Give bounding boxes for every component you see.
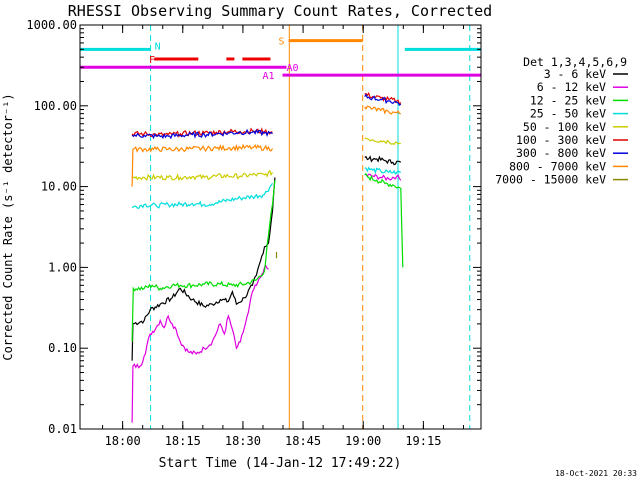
series-line <box>364 166 401 176</box>
x-tick-label: 18:30 <box>225 434 261 448</box>
legend-label: 6 - 12 keV <box>537 80 606 94</box>
legend-label: 12 - 25 keV <box>530 93 606 107</box>
y-axis-ticks: 0.01 0.10 1.00 10.00 100.00 1000.00 <box>26 18 481 436</box>
y-axis-label: Corrected Count Rate (s⁻¹ detector⁻¹) <box>1 93 15 360</box>
series-line <box>364 173 404 268</box>
series-line <box>364 173 402 182</box>
series-line <box>131 143 274 187</box>
x-tick-label: 18:15 <box>165 434 201 448</box>
series-lines <box>131 91 404 423</box>
y-tick-label: 0.10 <box>48 341 77 355</box>
legend-label: 7000 - 15000 keV <box>495 173 606 187</box>
attenuator-label: A0 <box>287 63 299 74</box>
y-tick-label: 10.00 <box>41 180 77 194</box>
legend-label: 3 - 6 keV <box>544 67 606 81</box>
y-tick-label: 0.01 <box>48 422 77 436</box>
legend-label: 800 - 7000 keV <box>509 159 606 173</box>
x-tick-label: 19:15 <box>405 434 441 448</box>
legend-label: 100 - 300 keV <box>516 133 606 147</box>
y-tick-label: 1.00 <box>48 260 77 274</box>
series-line <box>131 182 273 209</box>
footer-timestamp: 18-Oct-2021 20:33 <box>555 469 637 478</box>
x-axis-label: Start Time (14-Jan-12 17:49:22) <box>159 456 402 471</box>
attenuator-label: S <box>278 37 284 48</box>
legend-label: 50 - 100 keV <box>523 120 606 134</box>
attenuator-label: N <box>155 41 161 52</box>
attenuator-label: A1 <box>262 71 274 82</box>
attenuator-bars: NF S A0 A1 <box>80 37 481 82</box>
series-line <box>364 105 401 115</box>
legend-label: 25 - 50 keV <box>530 107 606 121</box>
series-line <box>131 180 276 342</box>
chart-title: RHESSI Observing Summary Count Rates, Co… <box>68 2 492 20</box>
series-line <box>364 155 402 166</box>
series-line <box>131 264 269 423</box>
x-tick-label: 19:00 <box>345 434 381 448</box>
y-tick-label: 100.00 <box>34 99 77 113</box>
series-line <box>131 169 274 182</box>
x-tick-label: 18:00 <box>105 434 141 448</box>
series-line <box>364 93 402 106</box>
legend-title: Det 1,3,4,5,6,9 <box>523 55 627 69</box>
attenuator-label: F <box>149 55 155 66</box>
series-line <box>364 137 401 146</box>
plot-frame <box>79 24 482 430</box>
series-line <box>131 128 273 140</box>
x-tick-label: 18:45 <box>285 434 321 448</box>
x-axis-ticks: 18:00 18:15 18:30 18:45 19:00 19:15 <box>102 25 464 448</box>
series-line <box>131 177 276 361</box>
y-tick-label: 1000.00 <box>26 18 77 32</box>
legend-label: 300 - 800 keV <box>516 146 606 160</box>
